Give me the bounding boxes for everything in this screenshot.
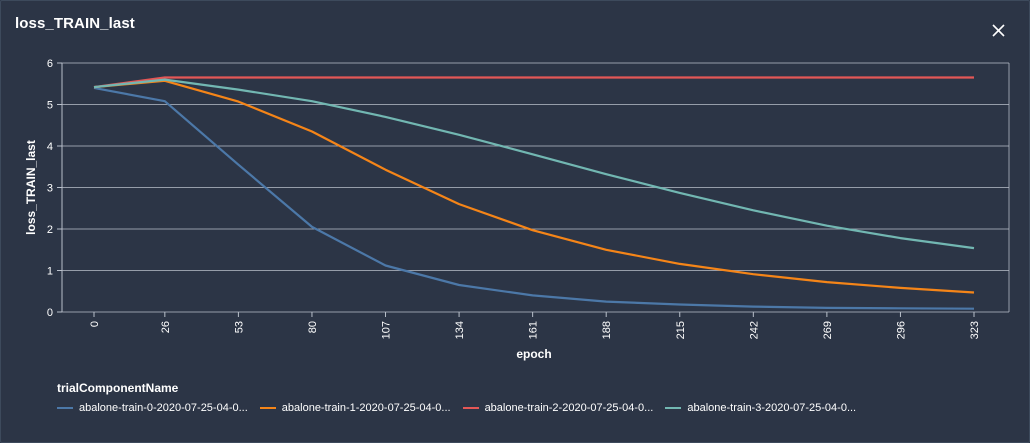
legend-swatch [462,407,479,409]
series-line[interactable] [93,78,975,250]
x-tick-label: 296 [895,321,907,339]
x-tick-label: 134 [454,321,466,339]
legend-title: trialComponentName [57,381,179,395]
grid-lines [62,62,1009,313]
legend-label: abalone-train-2-2020-07-25-04-0... [484,402,654,414]
legend-item[interactable]: abalone-train-1-2020-07-25-04-0... [259,402,451,414]
series-lines [93,76,975,310]
x-tick-label: 80 [307,321,319,333]
y-tick-label: 4 [47,141,53,153]
axes: 0 1 2 3 4 5 6 0 26 53 80 107 134 161 188 215 242 269 296 32… [47,58,1010,339]
y-tick-label: 2 [47,224,53,236]
series-line[interactable] [93,76,974,89]
x-tick-label: 323 [969,321,981,339]
legend-swatch [259,407,276,409]
y-tick-label: 3 [47,183,53,195]
series-line[interactable] [93,79,975,294]
legend: abalone-train-0-2020-07-25-04-0... abalon… [57,402,868,414]
panel-title: loss_TRAIN_last [15,15,135,32]
x-tick-label: 26 [160,321,172,333]
x-tick-label: 161 [528,321,540,339]
x-tick-label: 269 [822,321,834,339]
legend-swatch [665,407,682,409]
x-tick-label: 242 [748,321,760,339]
y-tick-label: 0 [47,307,53,319]
legend-item[interactable]: abalone-train-0-2020-07-25-04-0... [57,402,248,414]
x-tick-label: 53 [233,321,245,333]
line-chart: 0 1 2 3 4 5 6 0 26 53 80 107 134 161 188 215 242 269 296 32… [24,58,1010,361]
y-tick-label: 6 [47,58,53,70]
legend-label: abalone-train-1-2020-07-25-04-0... [281,402,451,414]
x-tick-label: 107 [381,321,393,339]
y-axis-title: loss_TRAIN_last [24,140,38,235]
x-tick-label: 215 [675,321,687,339]
legend-label: abalone-train-3-2020-07-25-04-0... [687,402,857,414]
x-tick-label: 0 [89,321,101,327]
series-line[interactable] [93,86,975,310]
y-tick-label: 1 [47,266,53,278]
x-tick-label: 188 [601,321,613,339]
close-icon[interactable] [987,19,1009,41]
x-axis-title: epoch [516,347,551,361]
legend-label: abalone-train-0-2020-07-25-04-0... [79,402,248,414]
legend-item[interactable]: abalone-train-3-2020-07-25-04-0... [665,402,856,414]
legend-swatch [57,407,73,409]
legend-item[interactable]: abalone-train-2-2020-07-25-04-0... [462,402,654,414]
y-tick-label: 5 [47,100,53,112]
